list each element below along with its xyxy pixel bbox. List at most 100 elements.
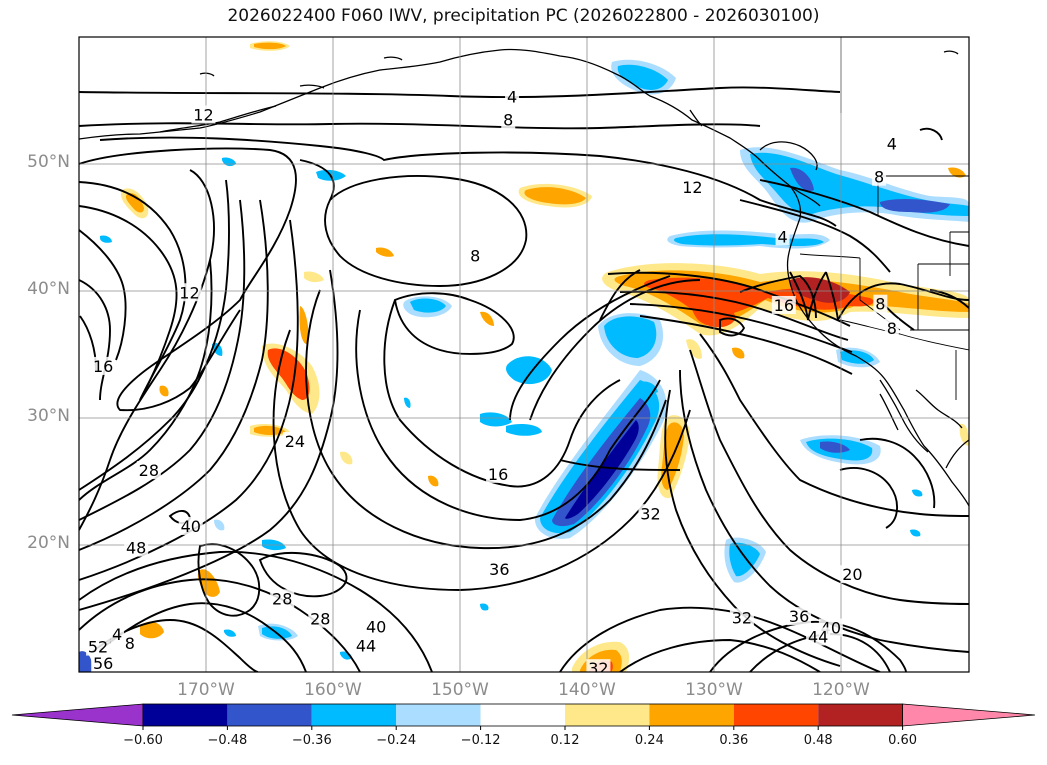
contour-label-bg	[775, 227, 790, 246]
contour-label-bg	[872, 167, 887, 186]
lon-label-150w: 150°W	[431, 680, 489, 700]
contour-label: 32	[588, 659, 608, 678]
colorbar-bin	[649, 704, 734, 726]
lon-label-160w: 160°W	[304, 680, 362, 700]
colorbar-tick-label: −0.60	[123, 733, 163, 748]
colorbar-outline	[142, 703, 903, 727]
precip-negative-shading	[79, 59, 969, 672]
colorbar-tick-label: −0.48	[207, 733, 248, 748]
contour-label-bg	[177, 283, 202, 302]
colorbar-bin	[733, 704, 819, 726]
colorbar-tick-label: −0.36	[291, 733, 332, 748]
contour-label-bg	[282, 431, 307, 450]
contour-label-bg	[270, 589, 295, 608]
colorbar-bin	[396, 704, 481, 726]
colorbar-tick-label: 0.36	[719, 733, 749, 748]
contour-label: 4	[777, 227, 787, 246]
contour-label: 8	[503, 111, 513, 130]
colorbar-tick-label: 0.12	[550, 733, 580, 748]
contour-label: 4	[507, 88, 517, 107]
graticule	[79, 37, 969, 672]
lon-label-170w: 170°W	[177, 680, 235, 700]
contour-label-bg	[501, 110, 516, 129]
contour-label: 36	[489, 560, 509, 579]
contour-label-bg	[505, 87, 520, 106]
contour-label: 36	[789, 607, 809, 626]
contour-label: 20	[842, 565, 862, 584]
colorbar-bin	[227, 704, 312, 726]
lat-label-20n: 20°N	[27, 533, 70, 553]
contour-label: 44	[356, 636, 376, 655]
colorbar	[11, 703, 1036, 730]
contour-label: 8	[470, 246, 480, 265]
contour-label-bg	[86, 637, 111, 656]
contour-label-bg	[91, 356, 116, 375]
contour-label-bg	[840, 565, 865, 584]
contour-label-bg	[884, 134, 899, 153]
lat-label-50n: 50°N	[27, 152, 70, 172]
contour-label-bg	[586, 659, 611, 672]
contour-label: 8	[875, 295, 885, 314]
lon-label-120w: 120°W	[812, 680, 870, 700]
contour-label: 28	[272, 589, 292, 608]
colorbar-tick-label: 0.60	[888, 733, 918, 748]
lon-label-130w: 130°W	[685, 680, 743, 700]
contour-label-bg	[873, 294, 888, 313]
contour-label: 44	[808, 627, 828, 646]
contour-label: 12	[193, 105, 213, 124]
contour-label: 32	[640, 504, 660, 523]
contour-label-bg	[124, 538, 149, 557]
contour-label: 32	[732, 608, 752, 627]
contour-label: 40	[181, 517, 201, 536]
colorbar-bin	[143, 704, 228, 726]
contour-label-bg	[308, 609, 333, 628]
contour-label: 48	[126, 539, 146, 558]
contour-label-bg	[638, 504, 663, 523]
lat-label-30n: 30°N	[27, 406, 70, 426]
map-frame	[78, 36, 970, 673]
contour-label: 8	[887, 319, 897, 338]
colorbar-tick-label: −0.12	[460, 733, 501, 748]
contour-label: 52	[88, 638, 108, 657]
contour-label-bg	[122, 633, 137, 652]
contour-label-bg	[191, 105, 216, 124]
contour-label: 28	[310, 610, 330, 629]
contour-label-bg	[486, 464, 511, 483]
contour-label-bg	[884, 318, 899, 337]
contour-label: 28	[139, 461, 159, 480]
contour-label-bg	[178, 516, 203, 535]
contour-label: 24	[285, 432, 305, 451]
contour-label: 4	[887, 135, 897, 154]
colorbar-bin	[480, 704, 565, 726]
contour-label-bg	[468, 246, 483, 265]
contour-label-bg	[110, 624, 125, 643]
map-title: 2026022400 F060 IWV, precipitation PC (2…	[227, 6, 820, 26]
colorbar-tick-label: 0.24	[634, 733, 664, 748]
colorbar-tick-label: 0.48	[803, 733, 833, 748]
contour-label: 12	[179, 283, 199, 302]
iwv-contours	[79, 86, 969, 672]
colorbar-bin	[818, 704, 903, 726]
contour-label: 4	[112, 625, 122, 644]
contour-label-bg	[787, 607, 812, 626]
contour-label-bg	[806, 627, 831, 646]
lon-label-140w: 140°W	[558, 680, 616, 700]
contour-label-bg	[91, 654, 116, 672]
contour-label-bg	[680, 177, 705, 196]
contour-label: 16	[93, 357, 113, 376]
contour-label-bg	[771, 295, 796, 314]
colorbar-bin	[311, 704, 397, 726]
contour-label: 16	[774, 296, 794, 315]
contour-label-bg	[354, 636, 379, 655]
contour-label: 16	[488, 465, 508, 484]
contour-label-bg	[136, 461, 161, 480]
lat-label-40n: 40°N	[27, 279, 70, 299]
contour-label: 8	[874, 168, 884, 187]
contour-label-bg	[364, 617, 389, 636]
contour-label: 40	[366, 617, 386, 636]
contour-label-bg	[487, 560, 512, 579]
colorbar-tick-label: −0.24	[376, 733, 417, 748]
